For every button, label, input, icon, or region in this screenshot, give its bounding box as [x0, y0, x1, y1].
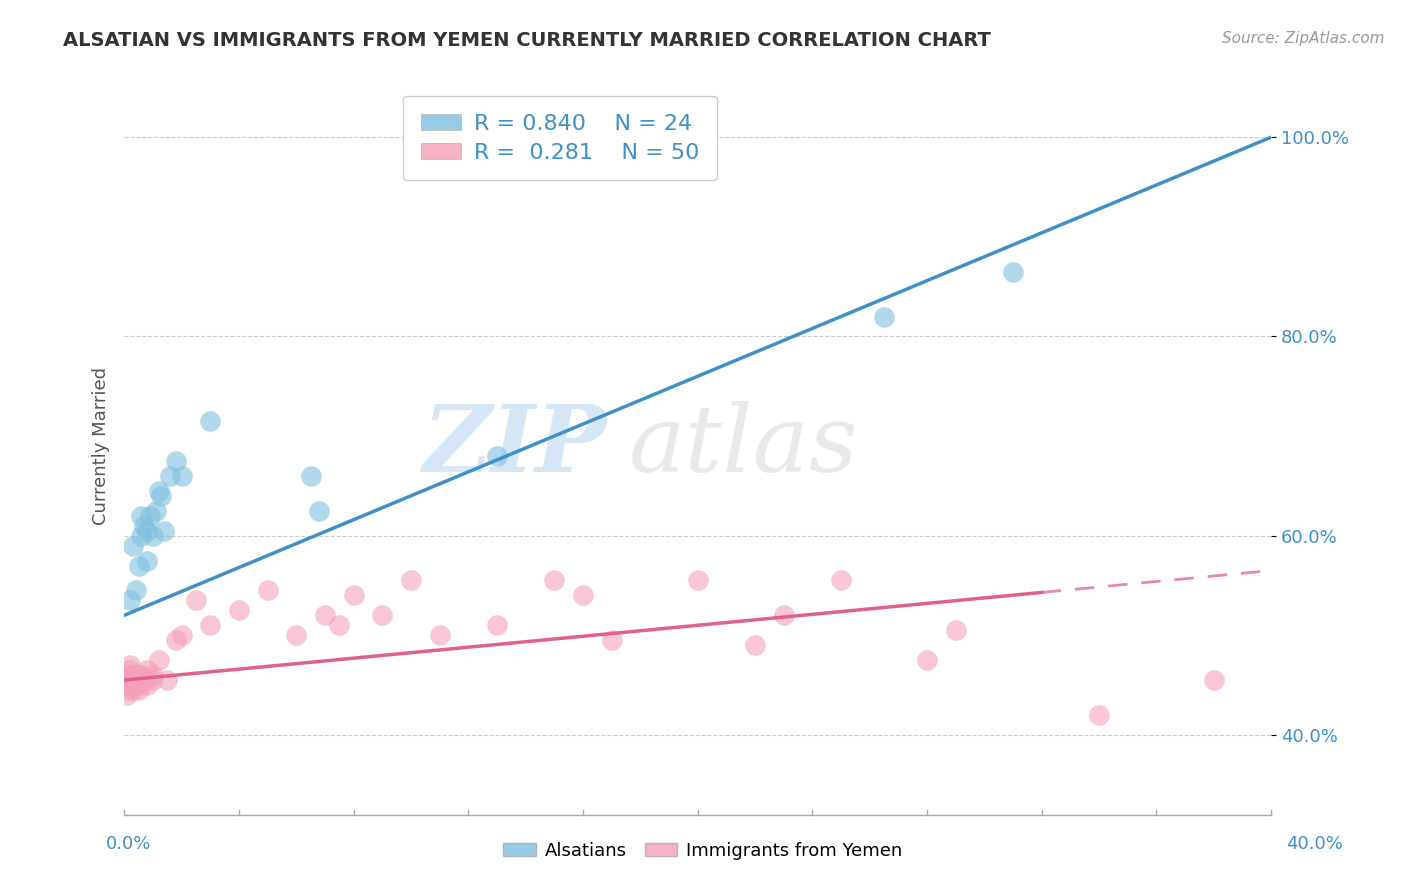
Point [572, 589, 595, 603]
Point [772, 608, 794, 623]
Point [128, 683, 150, 698]
Point [285, 628, 308, 642]
Point [125, 668, 148, 682]
Text: ALSATIAN VS IMMIGRANTS FROM YEMEN CURRENTLY MARRIED CORRELATION CHART: ALSATIAN VS IMMIGRANTS FROM YEMEN CURREN… [63, 31, 991, 50]
Point [945, 624, 967, 638]
Point [170, 469, 193, 483]
Point [148, 653, 170, 667]
Point [136, 678, 159, 692]
Text: 0.0%: 0.0% [105, 835, 150, 853]
Point [125, 673, 148, 687]
Point [136, 663, 159, 677]
Text: 40.0%: 40.0% [1286, 835, 1343, 853]
Legend: R = 0.840    N = 24, R =  0.281    N = 50: R = 0.840 N = 24, R = 0.281 N = 50 [404, 96, 717, 180]
Point [121, 539, 143, 553]
Point [131, 668, 153, 682]
Point [121, 678, 143, 692]
Point [543, 574, 565, 588]
Point [145, 504, 167, 518]
Point [142, 668, 165, 682]
Point [118, 673, 141, 687]
Point [128, 678, 150, 692]
Point [165, 454, 187, 468]
Point [399, 574, 422, 588]
Point [121, 668, 143, 682]
Point [134, 518, 156, 533]
Point [686, 574, 709, 588]
Point [148, 483, 170, 498]
Point [429, 628, 451, 642]
Point [142, 529, 165, 543]
Point [136, 524, 159, 538]
Text: Source: ZipAtlas.com: Source: ZipAtlas.com [1222, 31, 1385, 46]
Point [170, 628, 193, 642]
Point [118, 593, 141, 607]
Point [118, 663, 141, 677]
Point [150, 489, 173, 503]
Point [134, 673, 156, 687]
Point [118, 683, 141, 698]
Point [308, 504, 330, 518]
Point [128, 668, 150, 682]
Text: atlas: atlas [628, 401, 858, 491]
Point [121, 683, 143, 698]
Point [299, 469, 322, 483]
Point [915, 653, 938, 667]
Legend: Alsatians, Immigrants from Yemen: Alsatians, Immigrants from Yemen [496, 835, 910, 867]
Point [136, 553, 159, 567]
Point [485, 618, 508, 632]
Point [314, 608, 336, 623]
Point [115, 668, 138, 682]
Point [139, 508, 162, 523]
Point [256, 583, 278, 598]
Point [118, 658, 141, 673]
Point [1202, 673, 1225, 687]
Point [121, 673, 143, 687]
Point [115, 688, 138, 702]
Point [873, 310, 896, 324]
Point [184, 593, 207, 607]
Point [125, 678, 148, 692]
Point [125, 583, 148, 598]
Point [142, 673, 165, 687]
Point [342, 589, 364, 603]
Point [328, 618, 350, 632]
Point [1088, 708, 1111, 723]
Point [228, 603, 250, 617]
Point [485, 449, 508, 463]
Point [159, 469, 181, 483]
Point [153, 524, 176, 538]
Point [156, 673, 179, 687]
Point [115, 678, 138, 692]
Point [131, 529, 153, 543]
Point [200, 414, 222, 428]
Point [600, 633, 623, 648]
Y-axis label: Currently Married: Currently Married [93, 367, 110, 525]
Point [744, 638, 766, 652]
Point [165, 633, 187, 648]
Point [131, 508, 153, 523]
Text: ZIP: ZIP [422, 401, 606, 491]
Point [128, 558, 150, 573]
Point [1002, 265, 1025, 279]
Point [830, 574, 852, 588]
Point [200, 618, 222, 632]
Point [371, 608, 394, 623]
